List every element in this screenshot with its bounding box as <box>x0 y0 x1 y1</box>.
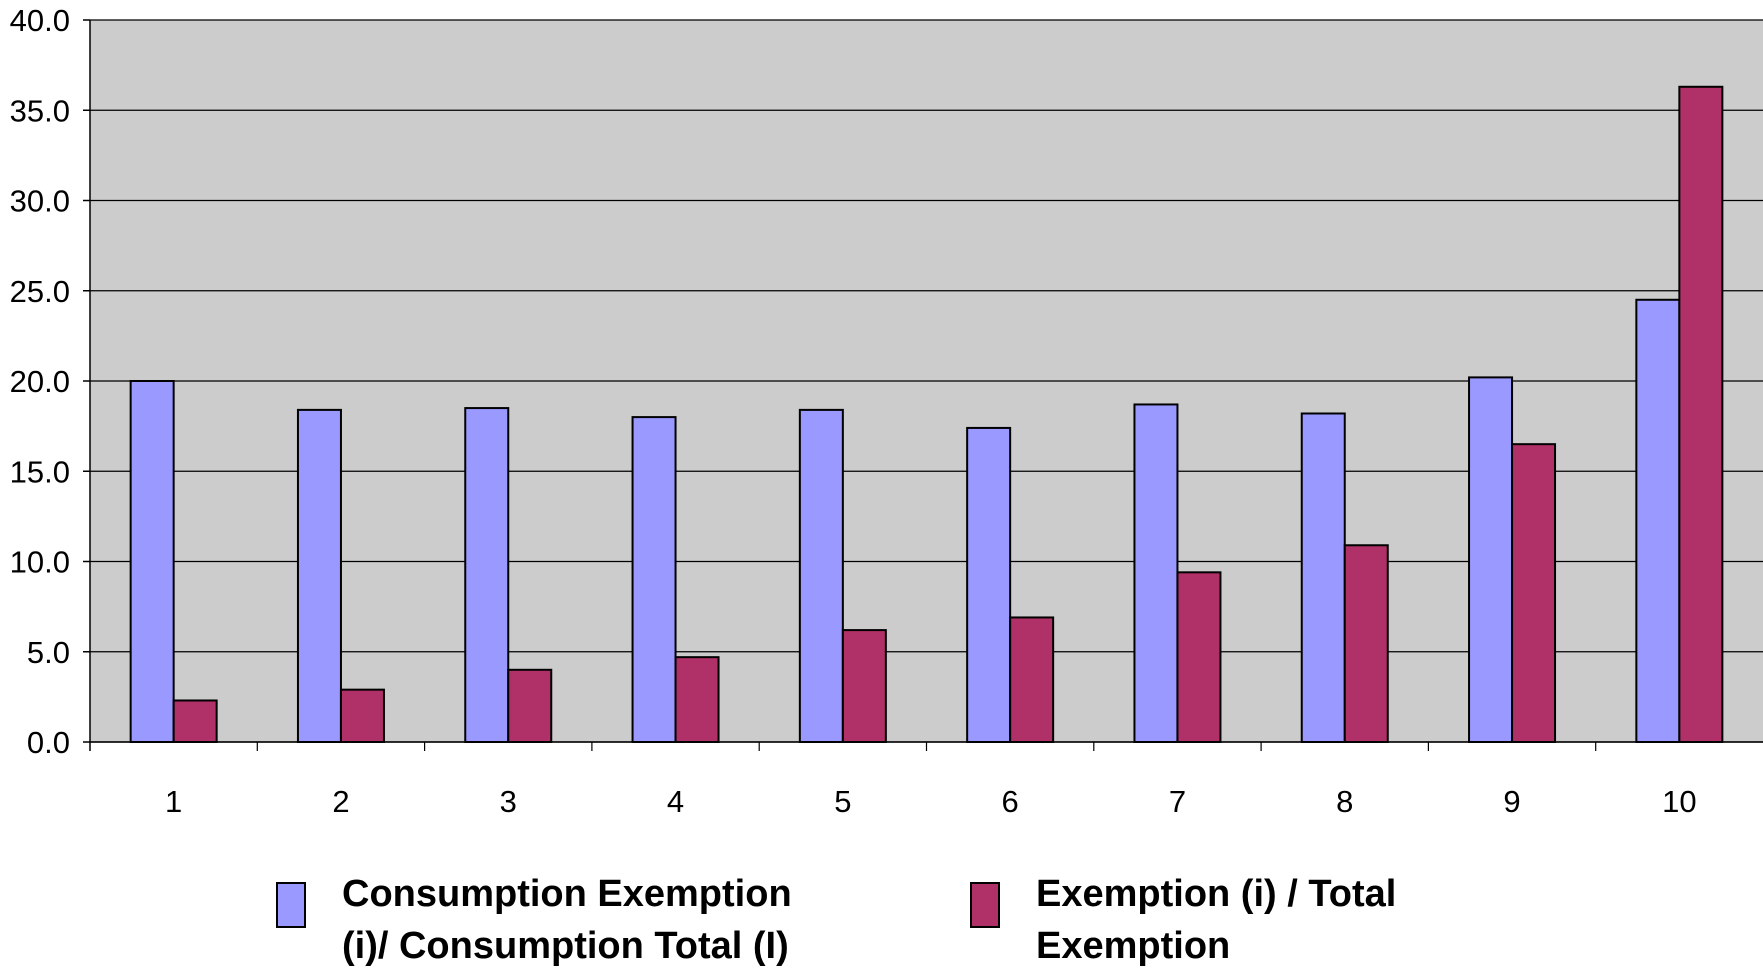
bar-series-2-category-5 <box>841 629 887 744</box>
bar-series-1-category-9 <box>1468 376 1514 743</box>
bar-series-1-category-7 <box>1133 403 1179 743</box>
bar-chart: 0.0 5.0 10.0 15.0 20.0 25.0 30.0 35.0 40.0 1 2 3 4 5… <box>10 3 1763 819</box>
bar-series-1-category-5 <box>798 408 844 743</box>
x-tick-label: 7 <box>1169 784 1186 819</box>
bar-series-2-category-2 <box>339 688 385 744</box>
axes <box>83 19 1763 751</box>
legend-item-series-2: Exemption (i) / Total Exemption <box>970 868 1456 972</box>
bar-series-1-category-6 <box>966 426 1012 743</box>
y-tick-label: 0.0 <box>27 725 70 760</box>
bar-series-2-category-7 <box>1176 571 1222 744</box>
bar-series-1-category-3 <box>464 407 510 743</box>
x-tick-label: 8 <box>1336 784 1353 819</box>
legend-label-series-2: Exemption (i) / Total Exemption <box>1036 873 1397 967</box>
bar-series-2-category-6 <box>1009 616 1055 744</box>
x-tick-label: 1 <box>165 784 182 819</box>
bar-series-2-category-10 <box>1678 85 1724 744</box>
bar-series-1-category-2 <box>296 408 342 743</box>
x-tick-label: 3 <box>500 784 517 819</box>
bar-series-1-category-8 <box>1300 412 1346 743</box>
x-axis-tick-labels: 1 2 3 4 5 6 7 8 9 10 <box>165 784 1697 819</box>
bar-series-1-category-10 <box>1635 298 1681 743</box>
bar-series-2-category-9 <box>1511 443 1557 743</box>
bar-series-2-category-8 <box>1343 544 1389 743</box>
bars <box>129 85 1724 744</box>
bar-series-2-category-4 <box>674 656 720 743</box>
y-tick-label: 40.0 <box>10 3 70 38</box>
x-tick-label: 6 <box>1002 784 1019 819</box>
y-tick-label: 25.0 <box>10 274 70 309</box>
legend-item-series-1: Consumption Exemption (i)/ Consumption T… <box>276 868 842 972</box>
legend: Consumption Exemption (i)/ Consumption T… <box>0 868 1763 973</box>
legend-label-series-1: Consumption Exemption (i)/ Consumption T… <box>342 873 792 967</box>
bar-series-1-category-1 <box>129 380 175 743</box>
bar-series-2-category-1 <box>172 699 218 743</box>
x-tick-label: 5 <box>834 784 851 819</box>
legend-swatch-series-2 <box>970 882 1000 928</box>
y-tick-label: 20.0 <box>10 364 70 399</box>
legend-swatch-series-1 <box>276 882 306 928</box>
x-tick-label: 10 <box>1662 784 1696 819</box>
y-axis-tick-labels: 0.0 5.0 10.0 15.0 20.0 25.0 30.0 35.0 40.0 <box>10 3 70 760</box>
x-tick-label: 4 <box>667 784 684 819</box>
y-tick-label: 30.0 <box>10 184 70 219</box>
y-tick-label: 10.0 <box>10 545 70 580</box>
y-tick-label: 15.0 <box>10 454 70 489</box>
x-tick-label: 2 <box>332 784 349 819</box>
y-tick-label: 5.0 <box>27 635 70 670</box>
bar-series-2-category-3 <box>507 668 553 743</box>
bar-series-1-category-4 <box>631 416 677 743</box>
x-tick-label: 9 <box>1503 784 1520 819</box>
y-tick-label: 35.0 <box>10 93 70 128</box>
